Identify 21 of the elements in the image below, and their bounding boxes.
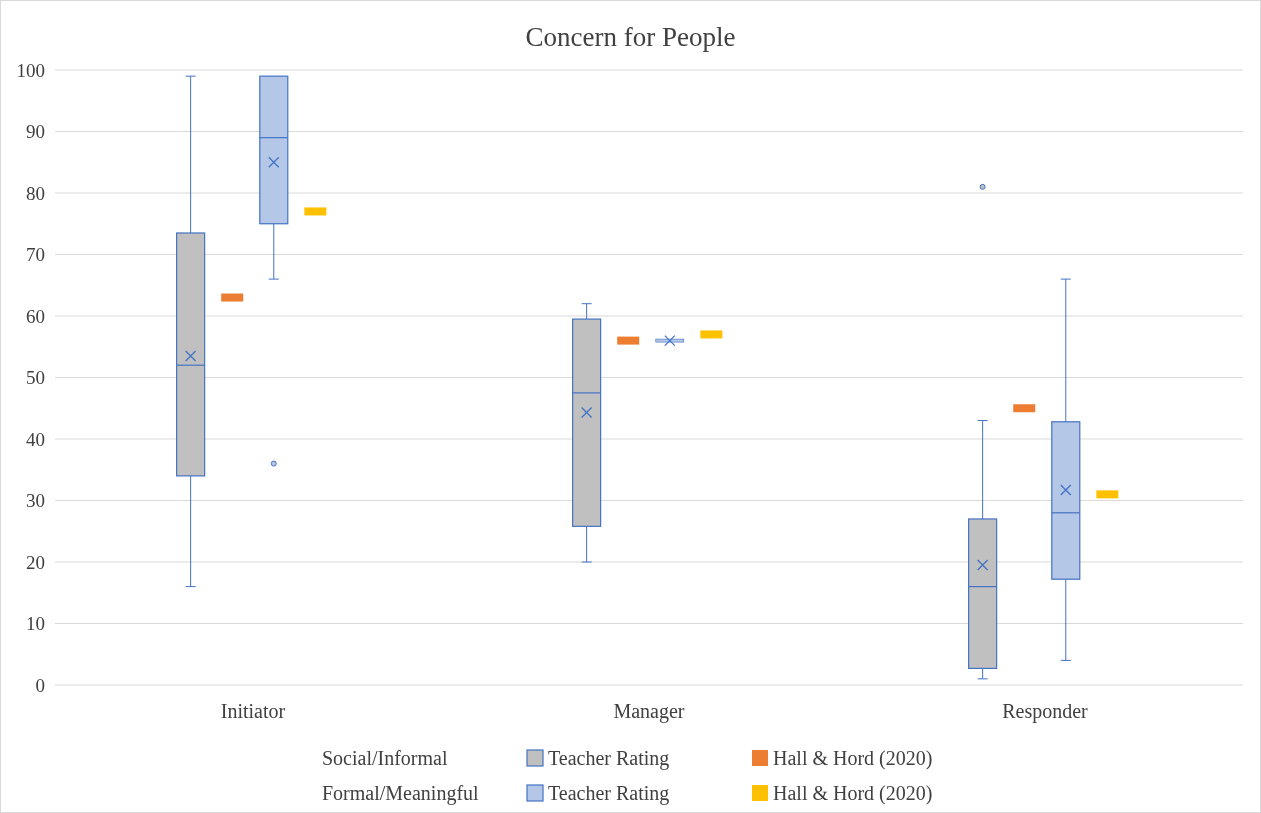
y-tick-label: 80 bbox=[26, 182, 45, 204]
y-tick-label: 60 bbox=[26, 305, 45, 327]
legend-label: Teacher Rating bbox=[548, 747, 670, 770]
y-tick-label: 100 bbox=[16, 59, 45, 81]
y-tick-label: 70 bbox=[26, 244, 45, 266]
y-tick-label: 10 bbox=[26, 613, 45, 635]
y-tick-label: 50 bbox=[26, 367, 45, 389]
legend-label: Teacher Rating bbox=[548, 782, 670, 805]
y-tick-label: 40 bbox=[26, 428, 45, 450]
x-tick-label: Initiator bbox=[220, 700, 286, 722]
text: Social/Informal bbox=[322, 747, 448, 769]
y-tick-label: 20 bbox=[26, 551, 45, 573]
legend-label: Hall & Hord (2020) bbox=[773, 782, 933, 805]
y-tick-label: 30 bbox=[26, 490, 45, 512]
legend-label: Hall & Hord (2020) bbox=[773, 747, 933, 770]
x-tick-label: Manager bbox=[613, 700, 685, 723]
x-tick-label: Responder bbox=[1002, 700, 1089, 723]
y-tick-label: 90 bbox=[26, 121, 45, 143]
text: Formal/Meaningful bbox=[322, 782, 480, 805]
y-tick-label: 0 bbox=[35, 674, 45, 696]
chart-title: Concern for People bbox=[525, 22, 736, 52]
